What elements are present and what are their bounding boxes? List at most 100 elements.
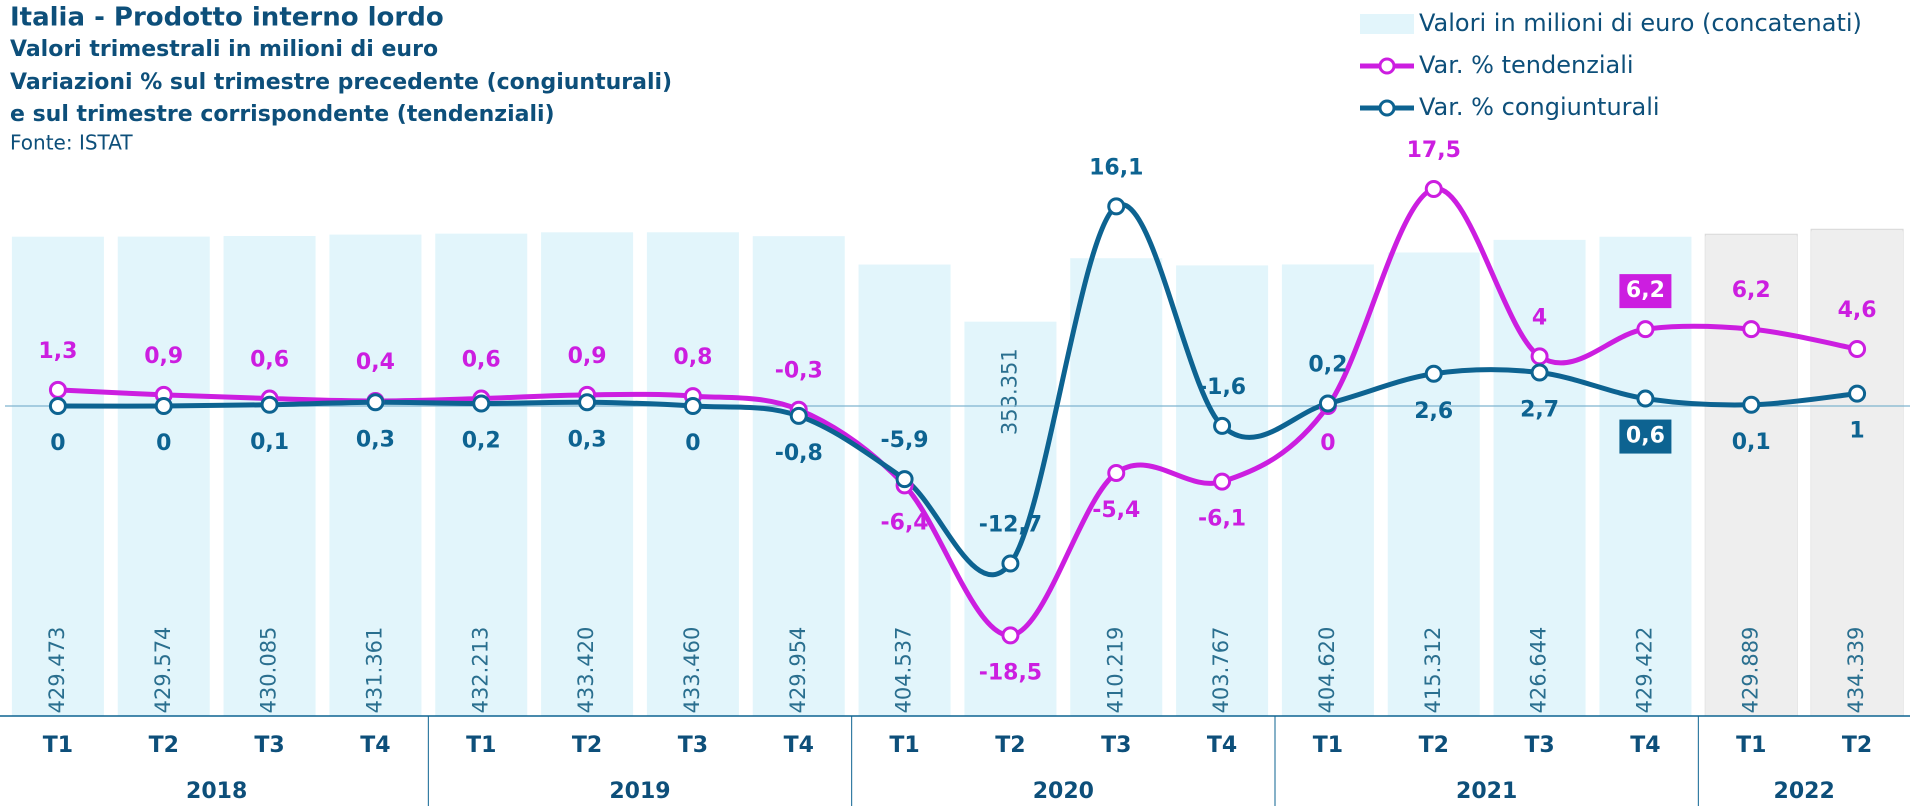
bar-value-label: 415.312 <box>1421 627 1445 714</box>
bar <box>329 234 422 716</box>
x-tick-label: T3 <box>1101 733 1131 758</box>
x-tick-label: T4 <box>360 733 390 758</box>
line-value-label: 2,6 <box>1414 399 1453 424</box>
bar-value-label: 429.889 <box>1738 627 1762 714</box>
line-value-label: -6,4 <box>881 510 929 535</box>
line <box>57 186 1858 638</box>
bar-value-label: 404.620 <box>1315 627 1339 714</box>
line-marker <box>1636 389 1655 408</box>
line-value-label: -0,3 <box>775 359 823 384</box>
legend-swatch <box>1378 99 1396 117</box>
line-marker <box>1107 197 1126 216</box>
bar <box>646 232 739 716</box>
line-marker <box>1530 363 1549 382</box>
bar-value-label: 410.219 <box>1103 627 1127 714</box>
line-value-label: 0,1 <box>250 430 289 455</box>
x-tick-label: T1 <box>1736 733 1766 758</box>
bar-value-label: 429.473 <box>45 627 69 714</box>
bar <box>1176 265 1269 716</box>
bar <box>1387 252 1480 716</box>
line-value-label: 0,9 <box>144 344 183 369</box>
year-label: 2018 <box>186 779 247 804</box>
legend-label: Valori in milioni di euro (concatenati) <box>1419 9 1862 37</box>
line-marker <box>260 395 279 414</box>
line-value-label: -0,8 <box>775 441 823 466</box>
line-marker <box>1530 347 1549 366</box>
line-value-label: 0 <box>156 431 171 456</box>
bar <box>11 236 104 716</box>
chart-subtitle: Variazioni % sul trimestre precedente (c… <box>10 70 672 95</box>
line-value-label: 0,9 <box>568 344 607 369</box>
line-marker <box>366 393 385 412</box>
line-value-label: 0,2 <box>1308 353 1347 378</box>
line-value-label: 1,3 <box>38 339 77 364</box>
chart-subtitle: e sul trimestre corrispondente (tendenzi… <box>10 102 555 127</box>
x-tick-label: T2 <box>1419 733 1449 758</box>
line-marker <box>1636 320 1655 339</box>
line-value-label: 0,6 <box>250 348 289 373</box>
line-value-label: 4,6 <box>1838 298 1877 323</box>
bar-value-label: 353.351 <box>997 348 1021 435</box>
bar <box>117 236 210 717</box>
x-tick-label: T3 <box>254 733 284 758</box>
year-label: 2020 <box>1033 779 1094 804</box>
line-marker <box>154 397 173 415</box>
line-marker <box>895 470 914 489</box>
year-label: 2021 <box>1456 779 1517 804</box>
line-value-label: -12,7 <box>979 512 1042 537</box>
year-label: 2022 <box>1774 779 1835 804</box>
line-value-label: 2,7 <box>1520 398 1559 423</box>
line-marker <box>789 406 808 425</box>
legend-swatch <box>1378 57 1396 75</box>
line-value-label: 0,6 <box>1626 424 1665 449</box>
line-value-label: 6,2 <box>1626 278 1665 303</box>
line-marker <box>48 380 67 399</box>
line-value-label: 0,6 <box>462 348 501 373</box>
label-highlight <box>1619 274 1672 309</box>
bar-value-label: 433.420 <box>574 627 598 714</box>
line-marker <box>1001 554 1020 573</box>
bar <box>1493 239 1586 716</box>
x-tick-label: T1 <box>466 733 496 758</box>
line <box>57 202 1858 578</box>
chart-title: Italia - Prodotto interno lordo <box>10 3 444 33</box>
x-tick-label: T2 <box>1842 733 1872 758</box>
line-marker <box>578 393 597 412</box>
line-value-label: -6,1 <box>1198 507 1246 532</box>
line-value-label: 1 <box>1849 419 1864 444</box>
bar <box>541 232 634 716</box>
bar <box>1599 236 1692 716</box>
line-marker <box>1742 395 1761 414</box>
line-value-label: 0,2 <box>462 429 501 454</box>
x-tick-label: T3 <box>1524 733 1554 758</box>
bar <box>223 236 316 716</box>
bar-value-label: 430.085 <box>257 627 281 714</box>
x-tick-label: T4 <box>784 733 814 758</box>
legend-label: Var. % congiunturali <box>1419 93 1660 121</box>
line-marker <box>48 397 67 415</box>
bar-value-label: 432.213 <box>468 627 492 714</box>
line-marker <box>472 394 491 413</box>
line-marker <box>683 397 702 415</box>
bar <box>1811 231 1904 716</box>
x-tick-label: T1 <box>1313 733 1343 758</box>
line-value-label: 0,4 <box>356 350 395 375</box>
bar-value-label: 433.460 <box>680 627 704 714</box>
legend-swatch <box>1360 14 1414 34</box>
line-value-label: -5,4 <box>1092 498 1140 523</box>
bar-value-label: 429.422 <box>1632 627 1656 714</box>
x-tick-label: T3 <box>678 733 708 758</box>
bar-value-label: 404.537 <box>892 627 916 714</box>
line-marker <box>1001 626 1020 645</box>
label-highlight <box>1619 419 1672 454</box>
line-value-label: -18,5 <box>979 660 1042 685</box>
bar-value-label: 429.954 <box>786 627 810 714</box>
line-marker <box>1742 320 1761 339</box>
bar <box>752 236 845 717</box>
line-value-label: 0,3 <box>356 427 395 452</box>
line-marker <box>1318 394 1337 413</box>
line-value-label: 0,3 <box>568 427 607 452</box>
bar-value-label: 431.361 <box>362 627 386 714</box>
x-tick-label: T1 <box>889 733 919 758</box>
